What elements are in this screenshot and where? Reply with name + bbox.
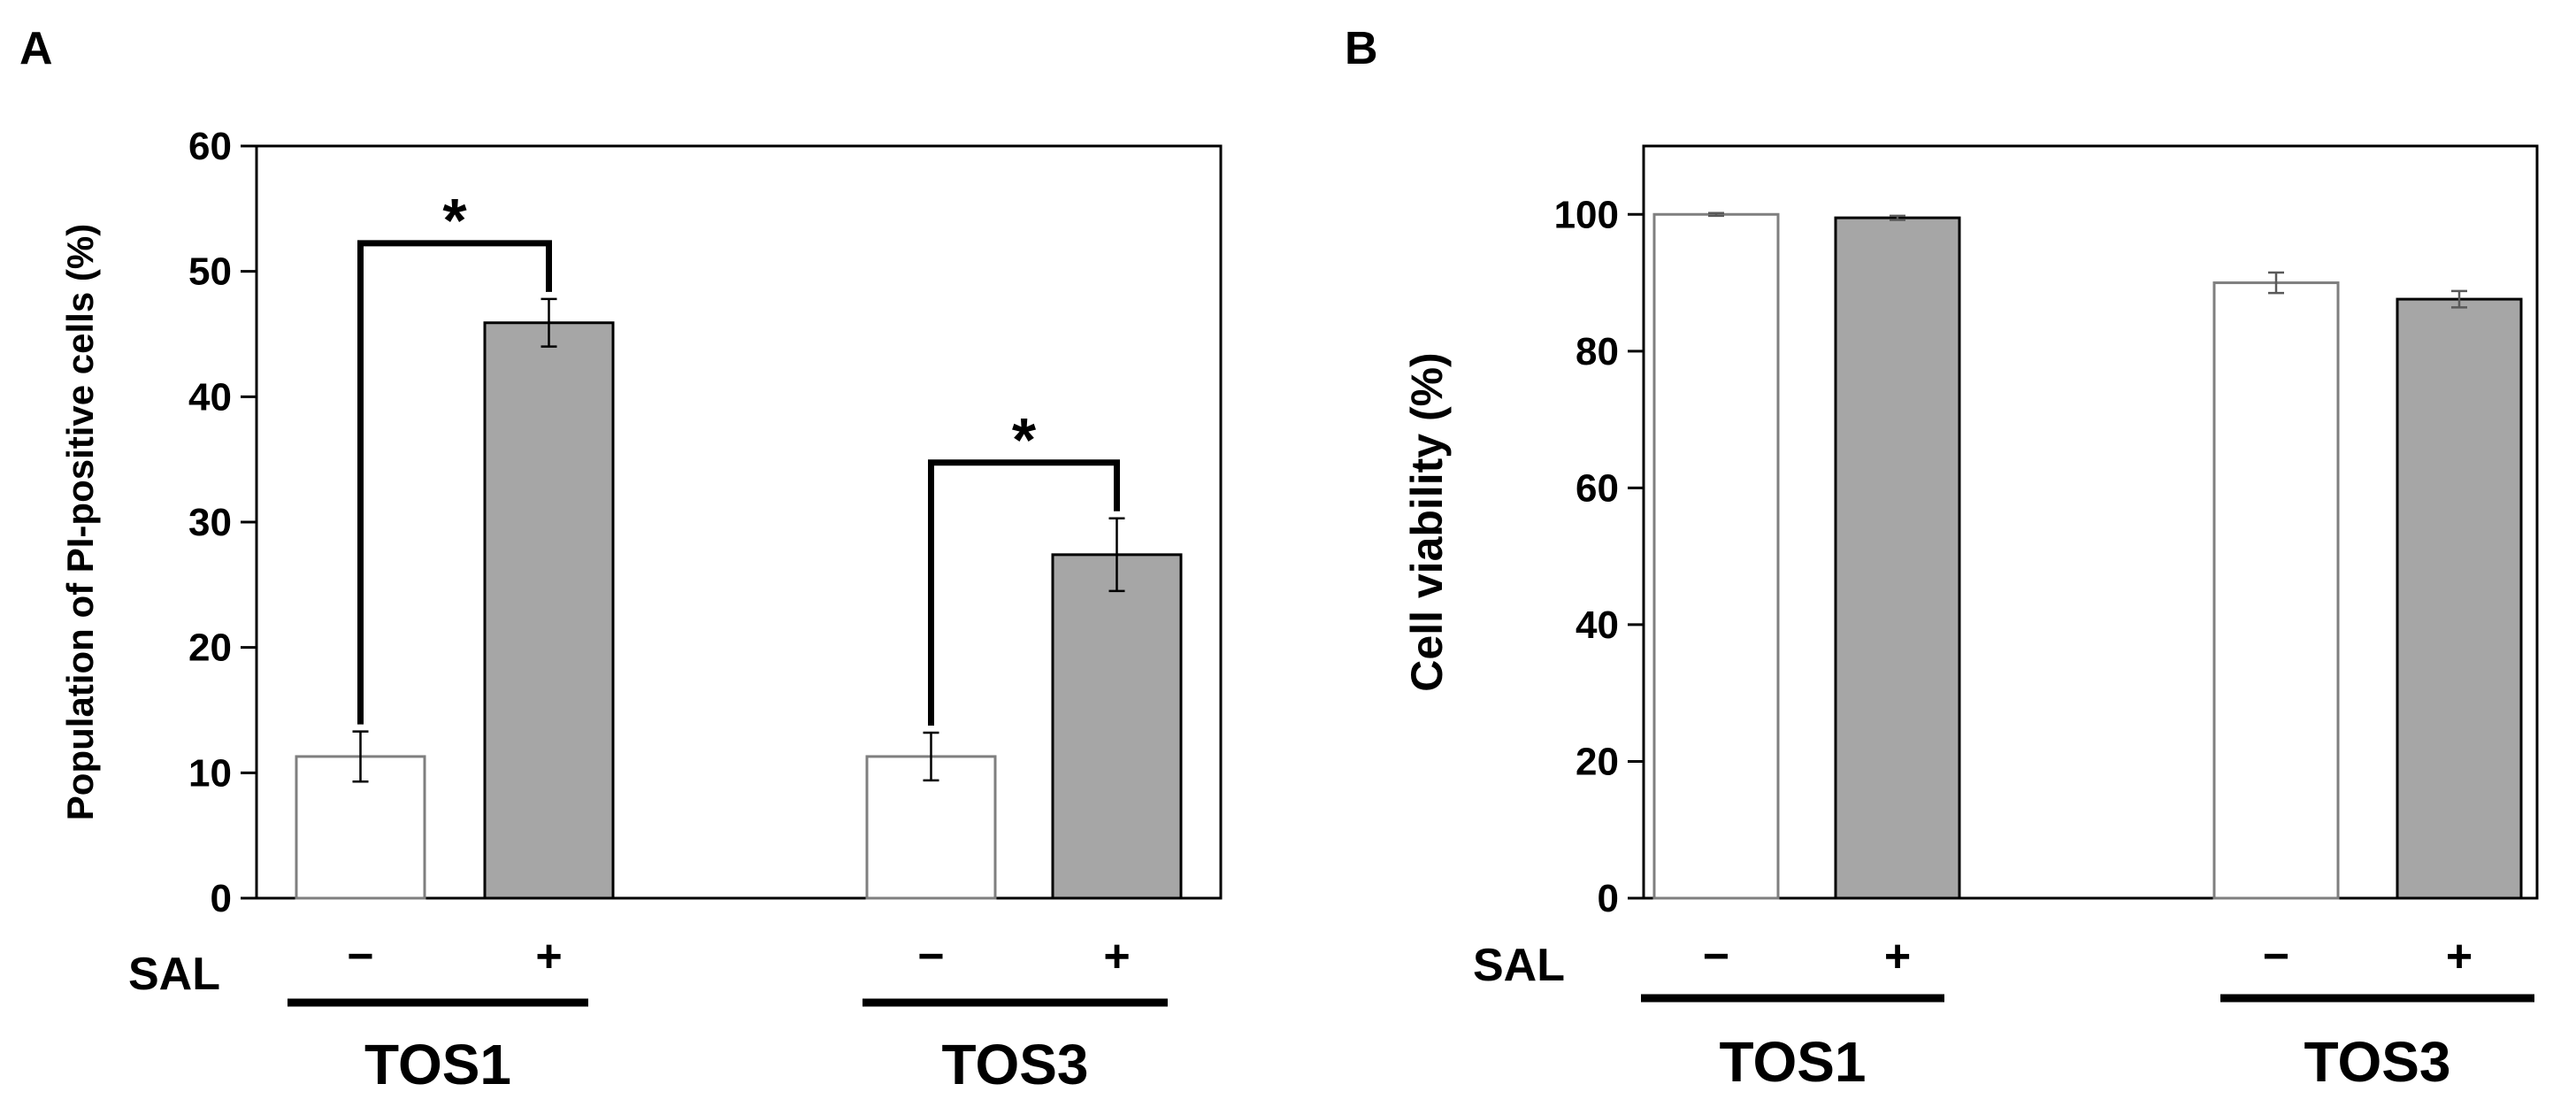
panel-b: B Cell viability (%) 0 20 40 60 80 100 SAL − +… [1345, 23, 2539, 1094]
treatment-level-plus: + [1884, 931, 1911, 982]
group-label-tos1: TOS1 [364, 1033, 511, 1096]
bar-plus-tos3 [2396, 297, 2523, 900]
treatment-level-minus: − [917, 931, 944, 982]
y-tick-label: 60 [188, 125, 232, 168]
bar-minus-tos3 [2212, 281, 2340, 900]
y-tick-label: 20 [1576, 740, 1619, 783]
group-label-tos1: TOS1 [1720, 1030, 1867, 1094]
panel-b-treatment-label: SAL [1473, 940, 1565, 991]
panel-a-significance-brackets: ** [357, 186, 1120, 726]
significance-star: * [442, 186, 467, 255]
group-label-tos3: TOS3 [2304, 1030, 2451, 1094]
treatment-level-minus: − [2263, 931, 2289, 982]
panel-a: A Population of PI-positive cells (%) 0 1… [19, 23, 1223, 1096]
significance-bracket [357, 240, 552, 725]
y-tick-label: 0 [211, 877, 232, 920]
y-tick-label: 100 [1554, 193, 1619, 236]
treatment-level-minus: − [1703, 931, 1729, 982]
group-label-tos3: TOS3 [942, 1033, 1089, 1096]
treatment-level-plus: + [1103, 931, 1130, 982]
y-tick-label: 80 [1576, 330, 1619, 373]
panel-b-group-labels: TOS1 TOS3 [1641, 994, 2534, 1094]
treatment-level-minus: − [347, 931, 373, 982]
y-tick-label: 60 [1576, 466, 1619, 510]
y-tick-label: 50 [188, 250, 232, 294]
panel-a-treatment-label: SAL [128, 949, 220, 1000]
significance-bracket [928, 459, 1120, 726]
bar-plus-tos3 [1051, 553, 1183, 900]
treatment-level-plus: + [535, 931, 562, 982]
panel-b-bars [1652, 212, 2523, 900]
panel-b-y-ticks: 0 20 40 60 80 100 [1554, 193, 1644, 920]
panel-a-group-labels: TOS1 TOS3 [288, 998, 1168, 1096]
y-tick-label: 10 [188, 751, 232, 795]
y-tick-label: 40 [188, 375, 232, 419]
panel-b-treatment-levels: − + − + [1703, 931, 2472, 982]
y-tick-label: 20 [188, 627, 232, 670]
panel-a-label: A [19, 23, 53, 74]
y-tick-label: 0 [1598, 877, 1619, 920]
y-tick-label: 30 [188, 501, 232, 544]
panel-a-treatment-levels: − + − + [347, 931, 1130, 982]
panel-b-error-bars [1708, 211, 2467, 309]
bar-plus-tos1 [1834, 216, 1961, 900]
panel-a-y-ticks: 0 10 20 30 40 50 60 [188, 125, 257, 920]
panel-b-y-axis-label: Cell viability (%) [1402, 352, 1452, 691]
panel-a-error-bars [352, 297, 1125, 783]
bar-minus-tos1 [1652, 212, 1780, 900]
treatment-level-plus: + [2446, 931, 2472, 982]
panel-b-plot-frame [1642, 144, 2539, 900]
significance-star: * [1012, 405, 1037, 474]
panel-a-y-axis-label: Population of PI-positive cells (%) [59, 224, 101, 820]
y-tick-label: 40 [1576, 603, 1619, 647]
panel-b-label: B [1345, 23, 1378, 74]
bar-plus-tos1 [483, 321, 615, 900]
